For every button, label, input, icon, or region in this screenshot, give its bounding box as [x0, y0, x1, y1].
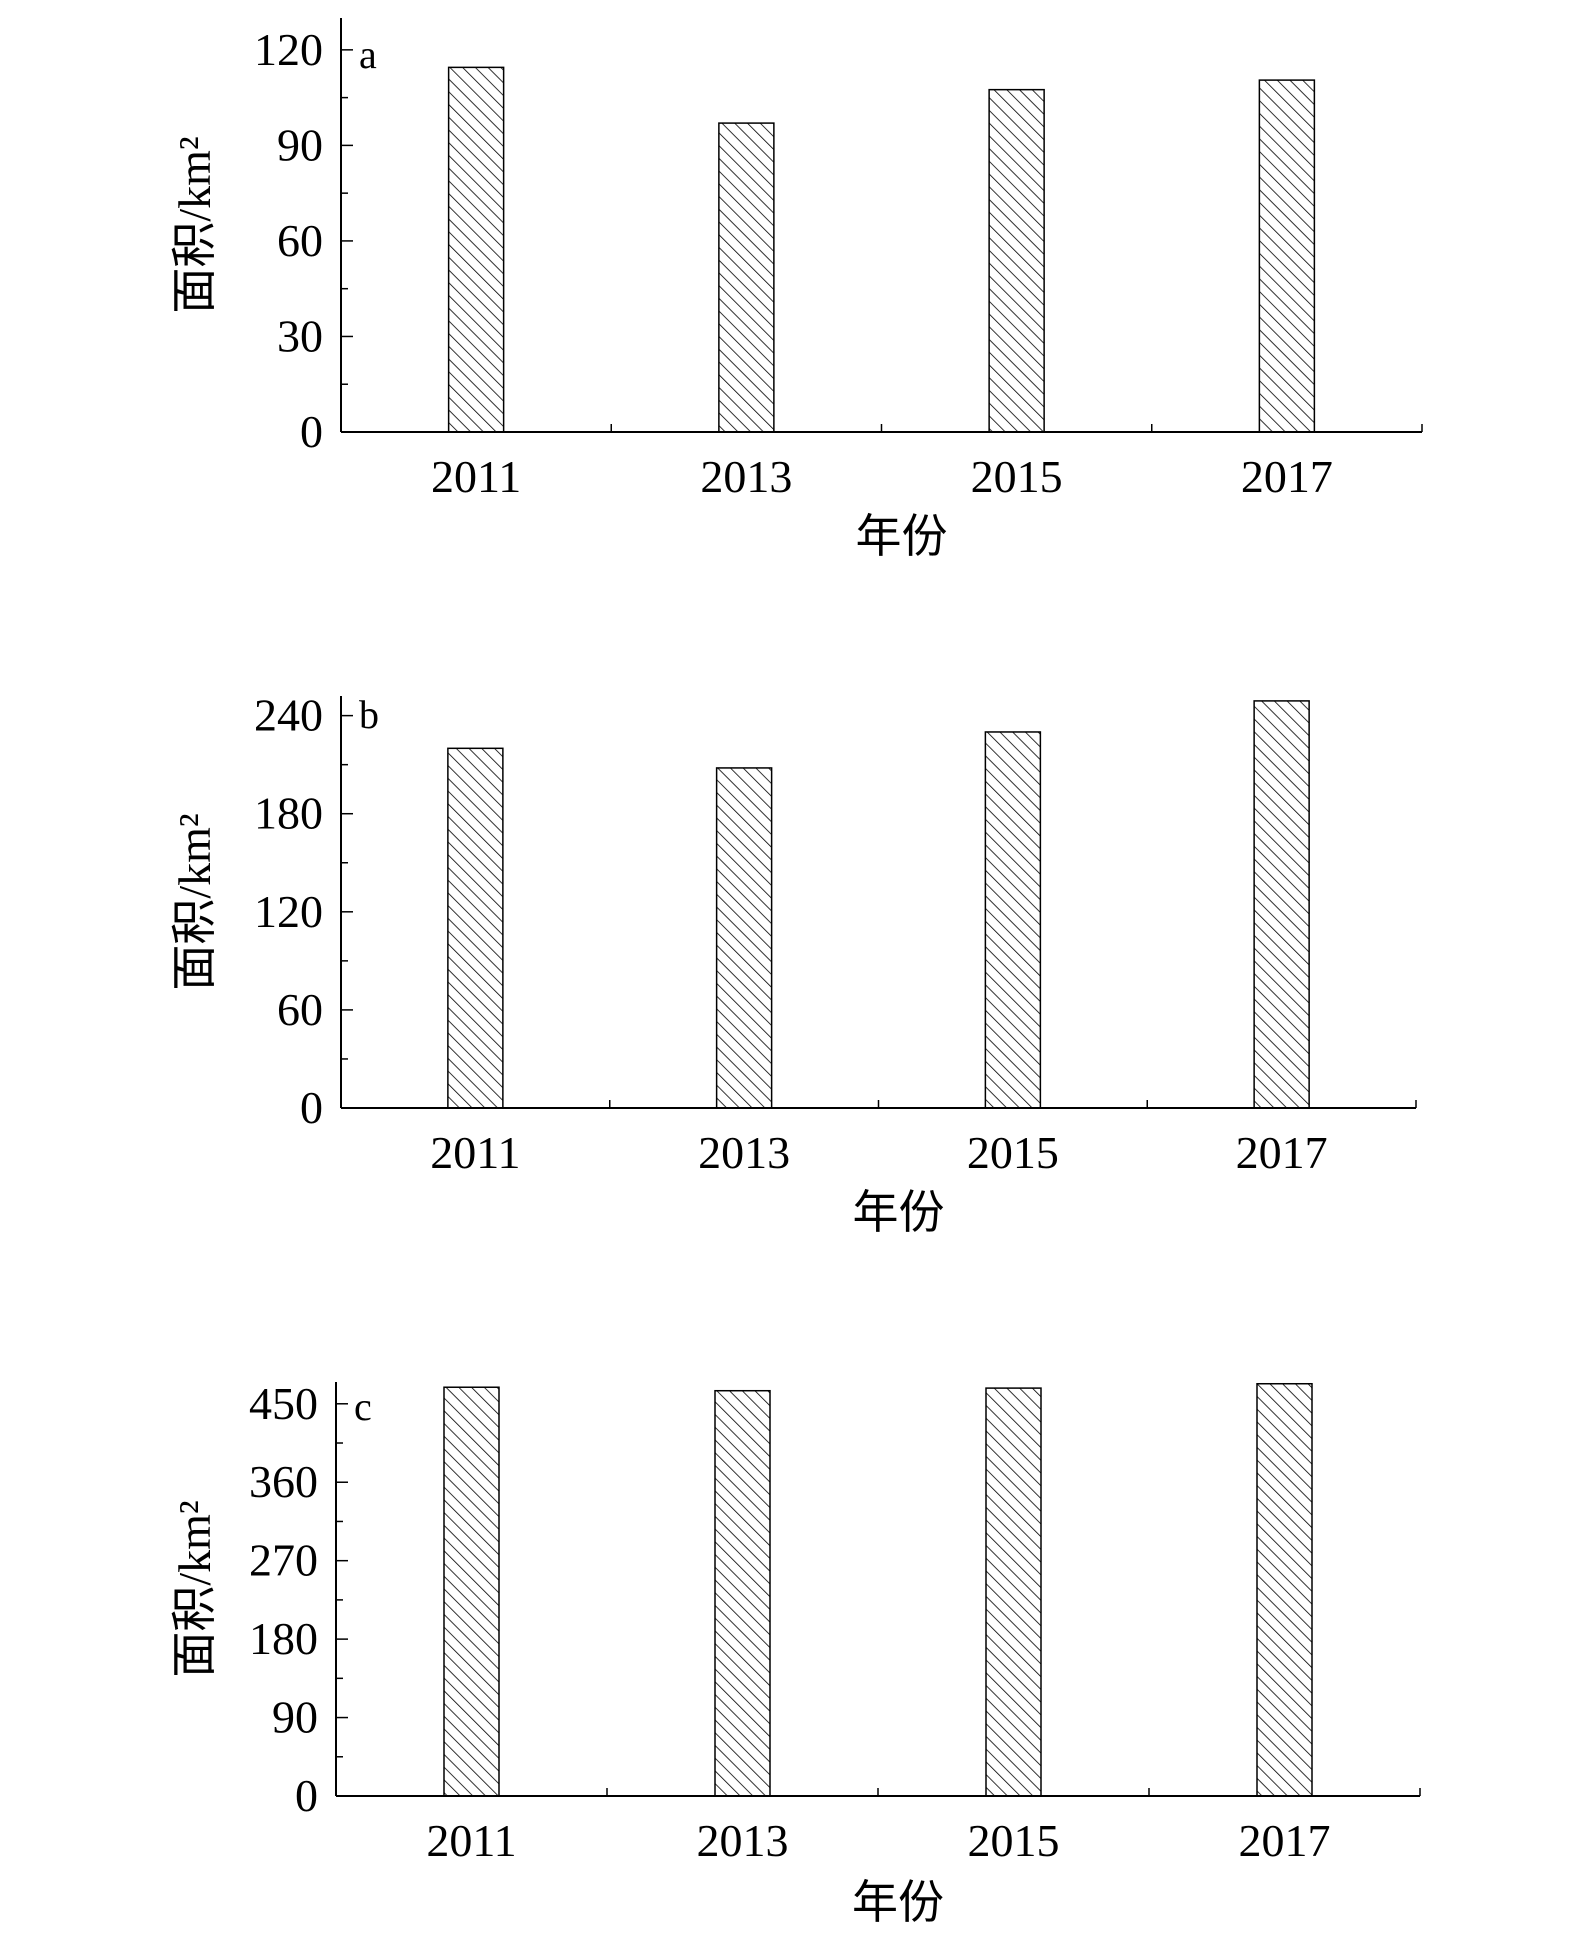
- y-tick-label: 60: [277, 215, 323, 266]
- y-axis-title: 面积/km²: [169, 136, 220, 313]
- x-tick-label: 2017: [1241, 451, 1333, 502]
- y-tick-label: 450: [249, 1378, 318, 1429]
- y-tick-label: 0: [300, 1082, 323, 1133]
- panel-label: b: [359, 692, 379, 737]
- y-tick-label: 120: [254, 886, 323, 937]
- x-tick-label: 2011: [430, 1127, 520, 1178]
- y-tick-label: 360: [249, 1456, 318, 1507]
- y-tick-label: 90: [277, 119, 323, 170]
- y-tick-label: 270: [249, 1535, 318, 1586]
- bar-2017: [1256, 1382, 1313, 1797]
- chart-panel-b: 0 60 120 180 240 2011 2013 2015 2017 b 年份 面积/km²: [169, 690, 1417, 1238]
- bar-2013: [715, 767, 773, 1109]
- panel-label: a: [359, 32, 377, 77]
- x-axis-title: 年份: [852, 1877, 944, 1928]
- bar-2015: [984, 731, 1042, 1109]
- y-tick-label: 30: [277, 310, 323, 361]
- y-axis-title: 面积/km²: [169, 1500, 220, 1677]
- panel-label: c: [354, 1384, 372, 1429]
- y-tick-label: 90: [272, 1692, 318, 1743]
- y-tick-label: 120: [254, 24, 323, 75]
- y-tick-label: 0: [300, 406, 323, 457]
- x-tick-label: 2015: [968, 1815, 1060, 1866]
- bar-2015: [985, 1387, 1042, 1797]
- x-axis-title: 年份: [853, 1187, 945, 1238]
- bar-2011: [447, 747, 504, 1109]
- bar-2013: [718, 122, 775, 433]
- bar-2011: [443, 1386, 500, 1797]
- x-tick-label: 2013: [698, 1127, 790, 1178]
- chart-panel-c: 0 90 180 270 360 450 2011 2013 2015 2017 c 年份 面积/km²: [169, 1378, 1421, 1928]
- x-tick-label: 2013: [697, 1815, 789, 1866]
- x-tick-label: 2011: [426, 1815, 516, 1866]
- chart-panel-a: 0 30 60 90 120 2011 2013 2015 2017 a 年份 面积/km²: [169, 18, 1423, 562]
- y-tick-label: 240: [254, 690, 323, 741]
- x-tick-label: 2015: [971, 451, 1063, 502]
- x-tick-label: 2017: [1239, 1815, 1331, 1866]
- bar-2017: [1253, 700, 1310, 1109]
- y-tick-label: 180: [254, 788, 323, 839]
- x-axis-title: 年份: [856, 511, 948, 562]
- bar-2011: [447, 66, 505, 433]
- x-tick-label: 2015: [967, 1127, 1059, 1178]
- bar-2013: [714, 1389, 771, 1797]
- x-tick-label: 2011: [431, 451, 521, 502]
- bar-2017: [1258, 79, 1316, 433]
- y-axis-title: 面积/km²: [169, 813, 220, 990]
- y-tick-label: 180: [249, 1613, 318, 1664]
- x-tick-label: 2017: [1236, 1127, 1328, 1178]
- y-tick-label: 0: [295, 1770, 318, 1821]
- x-tick-label: 2013: [700, 451, 792, 502]
- y-tick-label: 60: [277, 984, 323, 1035]
- bar-2015: [988, 88, 1045, 433]
